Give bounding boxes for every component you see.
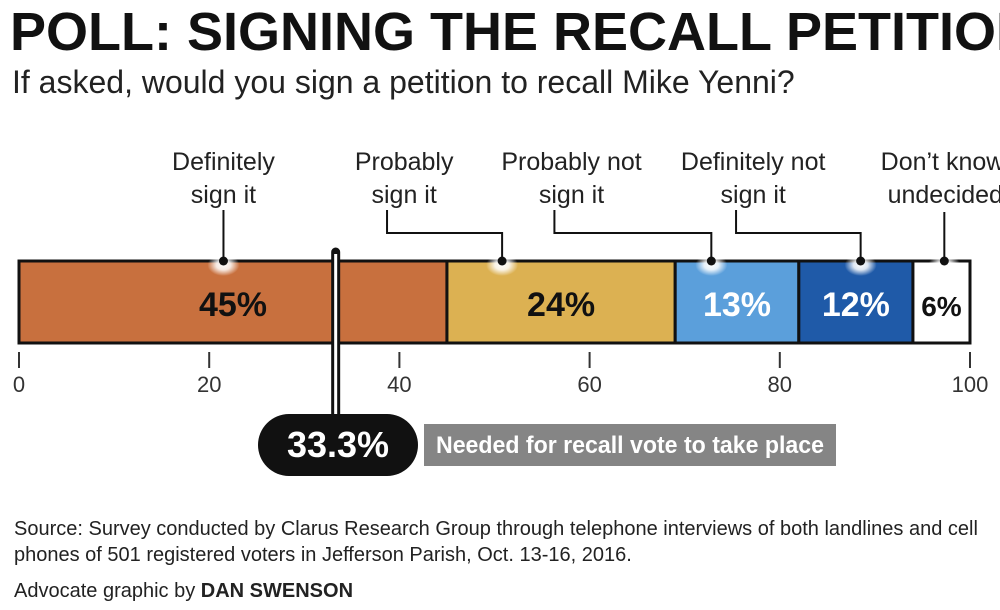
threshold-marker: 33.3% Needed for recall vote to take plac…	[258, 247, 836, 476]
x-tick-label-60: 60	[577, 372, 601, 397]
category-label-1-line-2: sign it	[191, 181, 256, 209]
graphic-credit: Advocate graphic by DAN SWENSON	[14, 578, 353, 604]
x-tick-label-80: 80	[768, 372, 792, 397]
bar-segments: 45% 24% 13% 12% 6%	[17, 254, 972, 345]
source-note: Source: Survey conducted by Clarus Resea…	[14, 518, 978, 566]
category-label-4-line-2: sign it	[721, 181, 786, 209]
bar-value-label-1: 45%	[199, 286, 267, 324]
chart-subtitle: If asked, would you sign a petition to r…	[12, 64, 795, 100]
leader-line-2	[386, 210, 504, 261]
leader-line-3	[553, 210, 713, 261]
category-label-5-line-1: Don’t know,	[881, 148, 1000, 176]
label-leader-lines	[218, 210, 949, 266]
credit-prefix: Advocate graphic by	[14, 580, 196, 602]
threshold-value-label: 33.3%	[287, 424, 389, 465]
category-label-4-line-1: Definitely not	[681, 148, 826, 176]
category-label-3-line-1: Probably not	[501, 148, 641, 176]
category-label-3-line-2: sign it	[539, 181, 604, 209]
leader-line-4	[735, 210, 862, 261]
threshold-label: Needed for recall vote to take place	[436, 432, 824, 459]
bar-value-label-2: 24%	[527, 286, 595, 324]
bar-value-label-5: 6%	[921, 291, 962, 322]
x-tick-label-20: 20	[197, 372, 221, 397]
bar-segment-1	[17, 259, 449, 345]
x-tick-label-100: 100	[952, 372, 989, 397]
x-axis: 0 20 40 60 80 100	[13, 352, 988, 397]
chart-title: POLL: SIGNING THE RECALL PETITION	[10, 2, 1000, 62]
stacked-bar-chart: 45% 24% 13% 12% 6% Definitely sign it Probably…	[13, 148, 1000, 476]
bar-value-label-3: 13%	[703, 286, 771, 324]
category-label-2-line-2: sign it	[371, 181, 436, 209]
x-tick-label-40: 40	[387, 372, 411, 397]
threshold-label-box	[424, 424, 836, 466]
category-labels: Definitely sign it Probably sign it Probably…	[172, 148, 1000, 209]
x-tick-label-0: 0	[13, 372, 25, 397]
category-label-5-line-2: undecided	[888, 181, 1000, 209]
bar-segment-2	[445, 259, 677, 345]
threshold-pill	[258, 414, 418, 476]
credit-author: DAN SWENSON	[200, 580, 354, 602]
category-label-1-line-1: Definitely	[172, 148, 275, 176]
bar-value-label-4: 12%	[822, 286, 890, 324]
category-label-2-line-1: Probably	[355, 148, 454, 176]
